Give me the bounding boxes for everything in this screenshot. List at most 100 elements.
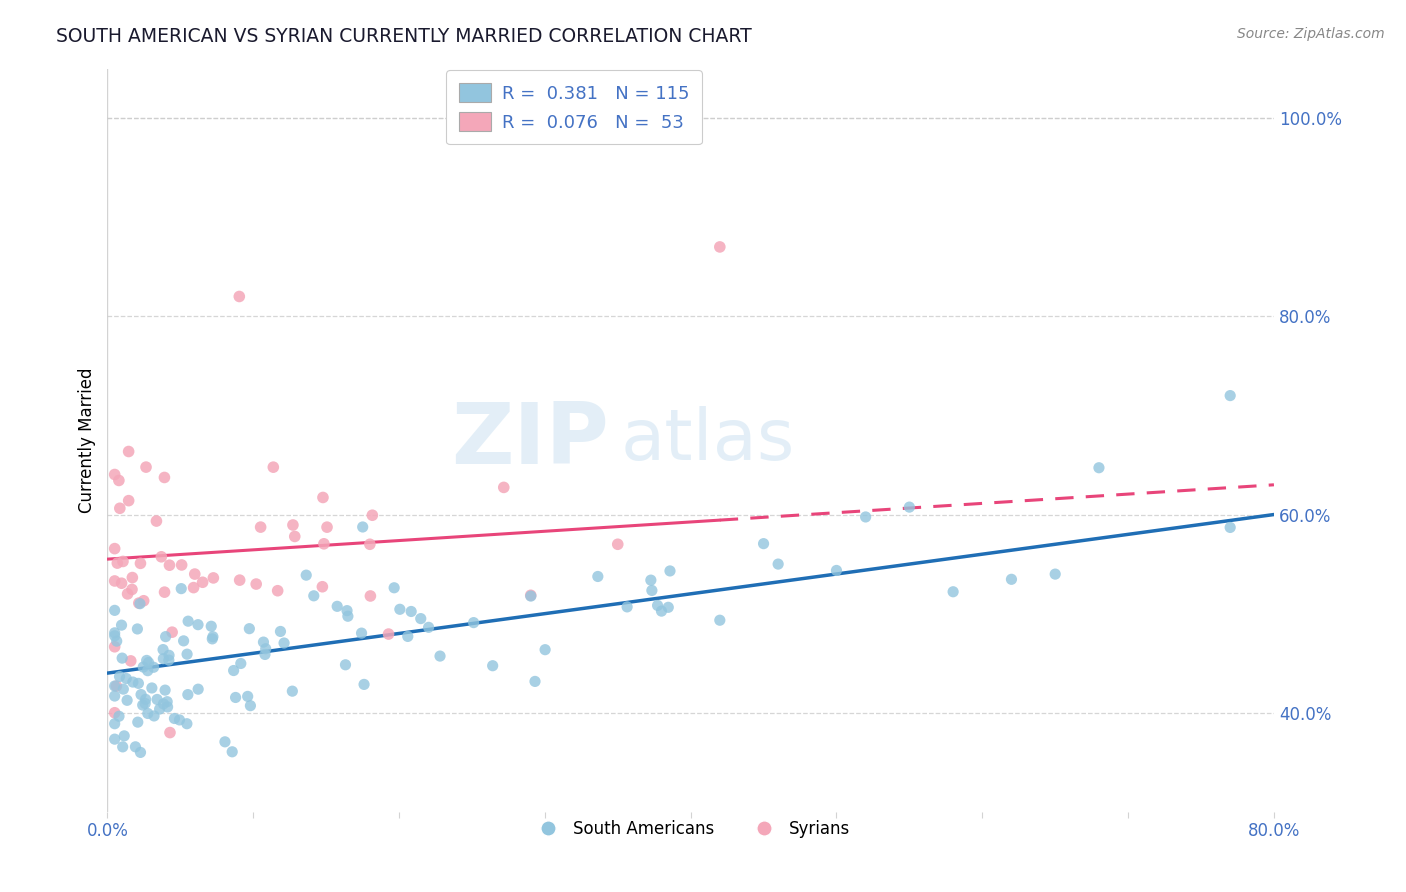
Text: Source: ZipAtlas.com: Source: ZipAtlas.com	[1237, 27, 1385, 41]
Point	[191, 575, 214, 590]
Point	[253, 648, 276, 662]
Point	[135, 692, 157, 706]
Point	[229, 657, 252, 671]
Point	[117, 587, 139, 601]
Point	[273, 636, 295, 650]
Point	[481, 658, 503, 673]
Y-axis label: Currently Married: Currently Married	[79, 368, 96, 513]
Point	[187, 617, 209, 632]
Point	[249, 520, 271, 534]
Point	[152, 651, 174, 665]
Point	[104, 625, 127, 640]
Point	[153, 470, 176, 484]
Point	[115, 693, 138, 707]
Point	[104, 603, 127, 617]
Point	[302, 589, 325, 603]
Point	[104, 541, 127, 556]
Point	[118, 493, 141, 508]
Point	[222, 664, 245, 678]
Point	[121, 582, 143, 597]
Point	[586, 569, 609, 583]
Point	[163, 711, 186, 725]
Point	[245, 577, 267, 591]
Point	[284, 529, 307, 543]
Point	[316, 520, 339, 534]
Point	[1000, 572, 1022, 586]
Point	[108, 474, 131, 488]
Point	[160, 625, 183, 640]
Point	[141, 681, 163, 695]
Point	[228, 573, 250, 587]
Legend: South Americans, Syrians: South Americans, Syrians	[524, 814, 856, 845]
Point	[132, 593, 155, 607]
Point	[149, 702, 172, 716]
Point	[183, 581, 205, 595]
Point	[146, 692, 169, 706]
Point	[108, 501, 131, 516]
Point	[138, 656, 160, 670]
Point	[388, 602, 411, 616]
Point	[326, 599, 349, 614]
Point	[157, 653, 180, 667]
Point	[121, 570, 143, 584]
Point	[640, 573, 662, 587]
Point	[269, 624, 291, 639]
Point	[336, 609, 359, 624]
Point	[898, 500, 921, 515]
Point	[228, 289, 250, 303]
Point	[170, 558, 193, 572]
Point	[128, 596, 150, 610]
Point	[127, 676, 149, 690]
Point	[104, 716, 127, 731]
Point	[221, 745, 243, 759]
Point	[534, 642, 557, 657]
Point	[254, 641, 277, 656]
Text: SOUTH AMERICAN VS SYRIAN CURRENTLY MARRIED CORRELATION CHART: SOUTH AMERICAN VS SYRIAN CURRENTLY MARRI…	[56, 27, 752, 45]
Point	[520, 589, 543, 603]
Point	[311, 580, 333, 594]
Point	[1219, 388, 1241, 402]
Point	[399, 605, 422, 619]
Point	[127, 622, 149, 636]
Point	[170, 582, 193, 596]
Point	[239, 698, 262, 713]
Point	[214, 735, 236, 749]
Point	[855, 510, 877, 524]
Point	[709, 613, 731, 627]
Point	[825, 564, 848, 578]
Point	[104, 574, 127, 588]
Point	[129, 597, 152, 611]
Point	[152, 697, 174, 711]
Point	[104, 706, 127, 720]
Point	[641, 583, 664, 598]
Point	[1088, 460, 1111, 475]
Point	[104, 640, 127, 654]
Point	[108, 669, 131, 683]
Point	[104, 679, 127, 693]
Point	[200, 619, 222, 633]
Point	[176, 716, 198, 731]
Point	[281, 684, 304, 698]
Point	[150, 549, 173, 564]
Point	[519, 588, 541, 602]
Point	[657, 600, 679, 615]
Point	[159, 725, 181, 739]
Point	[129, 688, 152, 702]
Point	[752, 536, 775, 550]
Point	[659, 564, 682, 578]
Text: atlas: atlas	[620, 406, 794, 475]
Point	[1043, 567, 1066, 582]
Point	[111, 554, 134, 568]
Point	[281, 518, 304, 533]
Point	[650, 604, 672, 618]
Point	[236, 690, 259, 704]
Point	[153, 683, 176, 698]
Point	[155, 630, 177, 644]
Point	[359, 589, 381, 603]
Point	[336, 604, 359, 618]
Point	[361, 508, 384, 523]
Point	[127, 715, 149, 730]
Point	[201, 630, 224, 644]
Point	[492, 480, 515, 494]
Point	[157, 648, 180, 663]
